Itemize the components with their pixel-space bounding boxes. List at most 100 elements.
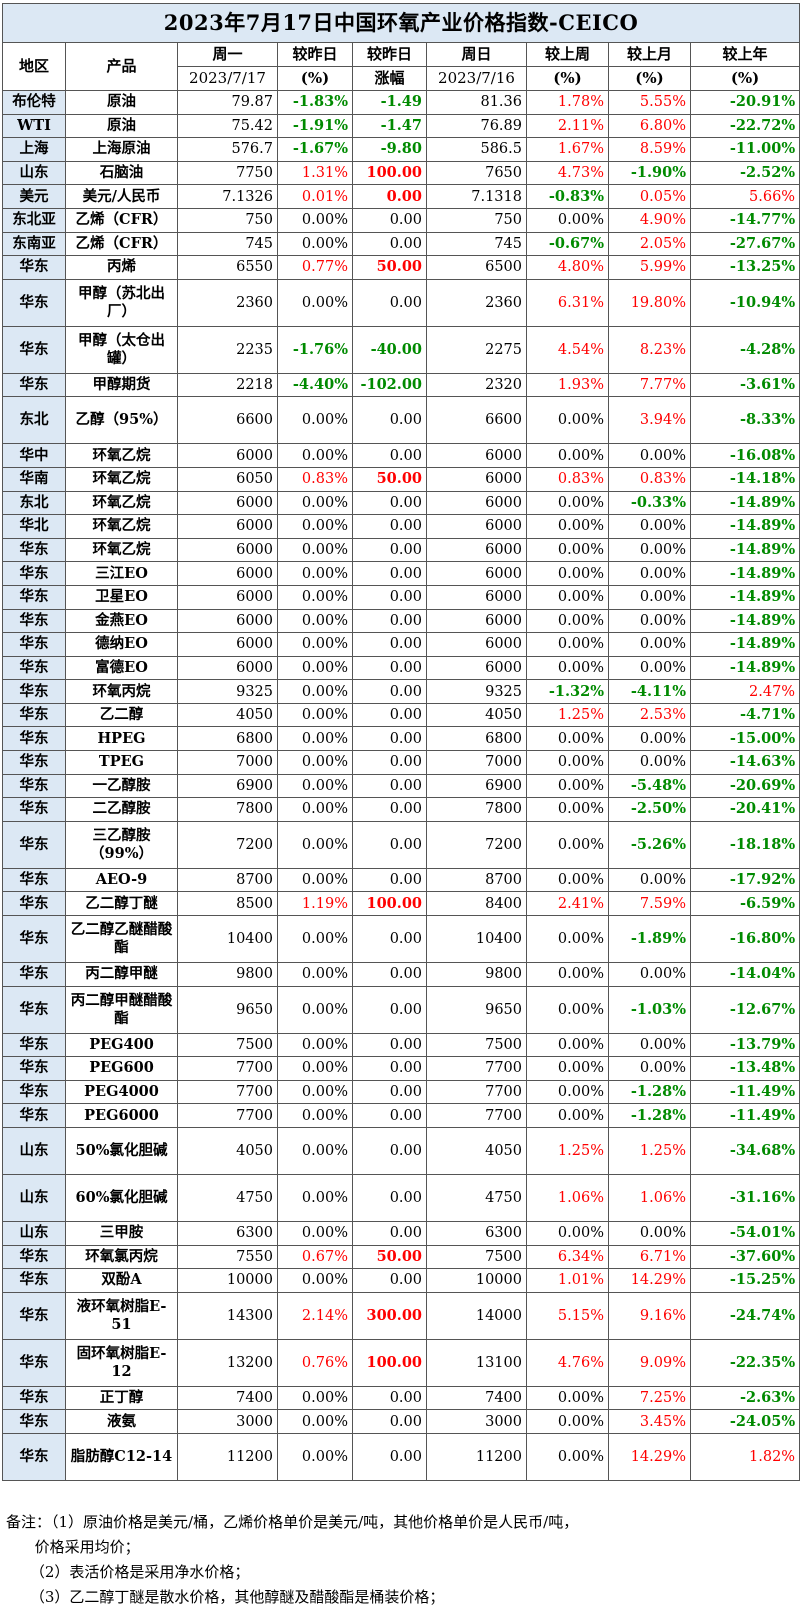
dod-change-cell: 50.00	[352, 1244, 427, 1270]
dod-change-cell: -1.49	[352, 90, 427, 115]
wow-pct-cell: 0.00%	[526, 396, 609, 445]
product-cell: 双酚A	[65, 1268, 178, 1293]
region-cell: 华东	[2, 820, 66, 869]
yoy-pct-cell: -14.63%	[689, 750, 800, 775]
sun-price-cell: 6000	[426, 514, 527, 539]
mom-pct-cell: 14.29%	[608, 1432, 691, 1481]
product-cell: 甲醇（太仓出罐）	[65, 325, 178, 374]
wow-pct-cell: 0.00%	[526, 1079, 609, 1105]
mon-price-cell: 7700	[177, 1056, 278, 1081]
product-cell: 丙二醇甲醚	[65, 962, 178, 987]
region-cell: 东南亚	[2, 231, 66, 257]
table-row: 华东 PEG4000 7700 0.00% 0.00 7700 0.00% -1.28% -11…	[2, 1079, 800, 1105]
mom-pct-cell: -1.89%	[608, 915, 691, 964]
yoy-pct-cell: -24.05%	[689, 1409, 800, 1434]
region-cell: 华东	[2, 1103, 66, 1128]
mon-price-cell: 6300	[177, 1221, 278, 1246]
mom-pct-cell: 0.00%	[608, 632, 691, 657]
region-cell: 华南	[2, 466, 66, 492]
table-row: 东北亚 乙烯（CFR） 750 0.00% 0.00 750 0.00% 4.90% -14.7…	[2, 207, 800, 233]
dod-pct-cell: 0.00%	[277, 1409, 353, 1434]
yoy-pct-cell: -14.04%	[689, 962, 800, 987]
product-cell: 三江EO	[65, 561, 178, 586]
dod-pct-cell: -1.83%	[277, 90, 353, 115]
mom-pct-cell: 0.00%	[608, 1221, 691, 1246]
table-row: WTI 原油 75.42 -1.91% -1.47 76.89 2.11% 6.80% -22.…	[2, 113, 800, 139]
product-cell: 乙醇（95%）	[65, 396, 178, 445]
yoy-pct-cell: 5.66%	[689, 184, 800, 209]
mon-price-cell: 13200	[177, 1338, 278, 1387]
mom-pct-cell: -1.28%	[608, 1079, 691, 1105]
mon-price-cell: 3000	[177, 1409, 278, 1434]
sun-price-cell: 745	[426, 231, 527, 257]
region-cell: 华东	[2, 1244, 66, 1270]
mon-price-cell: 6000	[177, 655, 278, 681]
header-dod: 较昨日	[277, 42, 353, 67]
dod-pct-cell: 0.00%	[277, 726, 353, 752]
dod-pct-cell: 2.14%	[277, 1291, 353, 1340]
yoy-pct-cell: -6.59%	[689, 891, 800, 917]
wow-pct-cell: 4.76%	[526, 1338, 609, 1387]
yoy-pct-cell: -10.94%	[689, 278, 800, 327]
product-cell: 50%氯化胆碱	[65, 1127, 178, 1175]
product-cell: PEG400	[65, 1032, 178, 1058]
wow-pct-cell: -0.67%	[526, 231, 609, 257]
yoy-pct-cell: -14.89%	[689, 537, 800, 563]
wow-pct-cell: 0.00%	[526, 1032, 609, 1058]
sun-price-cell: 6000	[426, 537, 527, 563]
region-cell: 华东	[2, 985, 66, 1034]
product-cell: 上海原油	[65, 137, 178, 162]
header-dod-chg: 较昨日	[352, 42, 427, 67]
dod-pct-cell: 0.00%	[277, 1056, 353, 1081]
dod-pct-cell: 0.00%	[277, 278, 353, 327]
yoy-pct-cell: -14.18%	[689, 466, 800, 492]
mon-price-cell: 8700	[177, 867, 278, 893]
region-cell: 华东	[2, 278, 66, 327]
table-row: 山东 石脑油 7750 1.31% 100.00 7650 4.73% -1.90% -2.52…	[2, 160, 800, 186]
sun-price-cell: 10000	[426, 1268, 527, 1293]
dod-pct-cell: 0.00%	[277, 655, 353, 681]
wow-pct-cell: 0.00%	[526, 1221, 609, 1246]
mon-price-cell: 8500	[177, 891, 278, 917]
sun-price-cell: 7650	[426, 160, 527, 186]
region-cell: 东北	[2, 396, 66, 445]
dod-change-cell: 0.00	[352, 561, 427, 586]
dod-pct-cell: 0.00%	[277, 702, 353, 728]
product-cell: 美元/人民币	[65, 184, 178, 209]
table-row: 山东 50%氯化胆碱 4050 0.00% 0.00 4050 1.25% 1.25% -34.…	[2, 1127, 800, 1175]
region-cell: 华东	[2, 1432, 66, 1481]
product-cell: 乙二醇丁醚	[65, 891, 178, 917]
dod-pct-cell: 0.00%	[277, 867, 353, 893]
header-dod-unit: (%)	[277, 66, 353, 91]
sun-price-cell: 81.36	[426, 90, 527, 115]
product-cell: 富德EO	[65, 655, 178, 681]
table-row: 华东 液氨 3000 0.00% 0.00 3000 0.00% 3.45% -24.05%	[2, 1409, 800, 1434]
dod-pct-cell: 0.00%	[277, 773, 353, 799]
dod-pct-cell: 0.00%	[277, 608, 353, 634]
mon-price-cell: 6800	[177, 726, 278, 752]
product-cell: 液氨	[65, 1409, 178, 1434]
sun-price-cell: 6500	[426, 255, 527, 280]
table-row: 华东 德纳EO 6000 0.00% 0.00 6000 0.00% 0.00% -14.89%	[2, 632, 800, 657]
table-row: 华东 环氧乙烷 6000 0.00% 0.00 6000 0.00% 0.00% -14.89%	[2, 537, 800, 563]
mon-price-cell: 4050	[177, 702, 278, 728]
sun-price-cell: 13100	[426, 1338, 527, 1387]
table-row: 华东 三乙醇胺（99%） 7200 0.00% 0.00 7200 0.00% -5.26% -…	[2, 820, 800, 869]
mon-price-cell: 6000	[177, 514, 278, 539]
table-row: 华东 环氧丙烷 9325 0.00% 0.00 9325 -1.32% -4.11% 2.47%	[2, 679, 800, 704]
dod-change-cell: 0.00	[352, 443, 427, 468]
dod-pct-cell: 0.77%	[277, 255, 353, 280]
table-row: 华东 卫星EO 6000 0.00% 0.00 6000 0.00% 0.00% -14.89%	[2, 584, 800, 610]
sun-price-cell: 4050	[426, 702, 527, 728]
mom-pct-cell: 0.00%	[608, 1056, 691, 1081]
yoy-pct-cell: -13.25%	[689, 255, 800, 280]
mom-pct-cell: 19.80%	[608, 278, 691, 327]
mon-price-cell: 6000	[177, 561, 278, 586]
sun-price-cell: 7200	[426, 820, 527, 869]
mon-price-cell: 6000	[177, 443, 278, 468]
price-table: 2023年7月17日中国环氧产业价格指数-CEICO 地区 产品 周一 较昨日 …	[1, 3, 800, 1481]
sun-price-cell: 6000	[426, 561, 527, 586]
table-row: 华东 乙二醇乙醚醋酸酯 10400 0.00% 0.00 10400 0.00% -1.89%…	[2, 915, 800, 964]
region-cell: 华东	[2, 679, 66, 704]
dod-pct-cell: 0.83%	[277, 466, 353, 492]
